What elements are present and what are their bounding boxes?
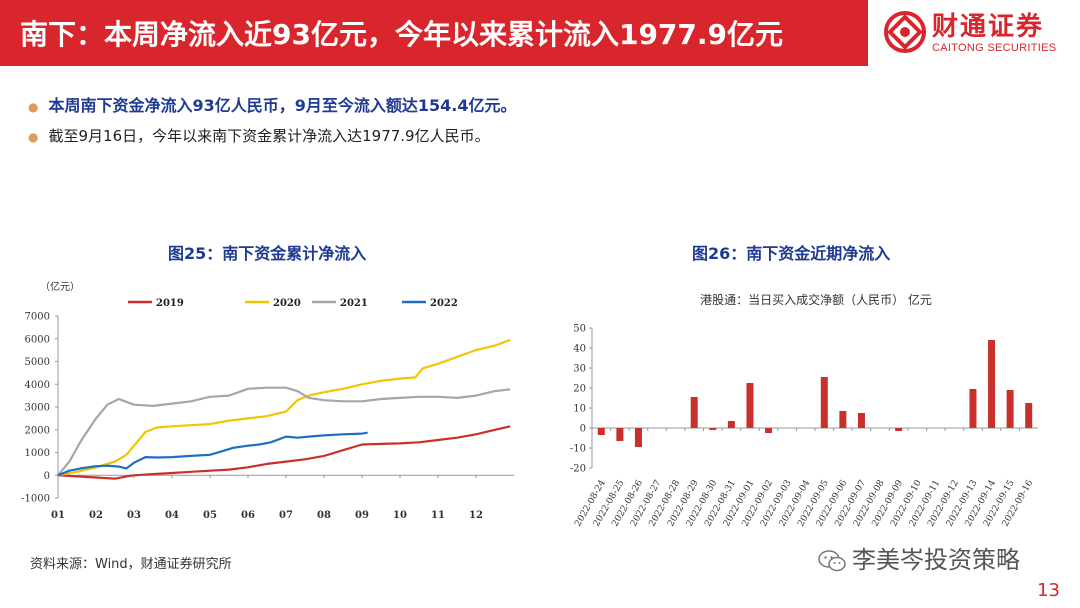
logo-text-en: CAITONG SECURITIES [932, 42, 1057, 54]
bar-2022-09-07 [857, 413, 865, 428]
chart-subtitle: 港股通：当日买入成交净额（人民币） 亿元 [700, 292, 932, 307]
x-tick-label: 12 [469, 510, 483, 521]
x-tick-label: 06 [241, 510, 255, 521]
y-tick-label: -1000 [21, 494, 50, 505]
x-tick-label: 08 [317, 510, 331, 521]
x-tick-label: 01 [51, 510, 65, 521]
series-line-2022 [57, 431, 368, 477]
y-tick-label: 20 [573, 384, 586, 395]
bar-2022-09-14 [988, 340, 996, 428]
y-tick-label: 0 [580, 424, 586, 435]
bar-2022-08-25 [616, 428, 624, 441]
bar-2022-08-30 [709, 428, 717, 430]
x-tick-label: 05 [203, 510, 217, 521]
caitong-logo-icon [884, 11, 926, 53]
series-line-2020 [57, 338, 511, 477]
y-tick-label: 10 [573, 404, 586, 415]
bullet-dot-icon: ● [28, 99, 39, 114]
bar-2022-08-26 [634, 428, 642, 447]
y-tick-label: 4000 [25, 380, 50, 391]
legend-label-2022: 2022 [430, 298, 458, 309]
source-note: 资料来源：Wind，财通证券研究所 [30, 557, 232, 572]
bar-2022-09-05 [820, 377, 828, 428]
bullet-1-text: 本周南下资金净流入93亿人民币，9月至今流入额达154.4亿元。 [48, 96, 517, 115]
bullet-1: ● 本周南下资金净流入93亿人民币，9月至今流入额达154.4亿元。 [28, 92, 517, 116]
y-tick-label: 50 [573, 324, 586, 335]
bar-2022-09-06 [839, 411, 847, 428]
y-tick-label: 30 [573, 364, 586, 375]
y-tick-label: 5000 [25, 357, 50, 368]
y-tick-label: 3000 [25, 403, 50, 414]
page-number: 13 [1037, 580, 1060, 601]
chart-26-title: 图26：南下资金近期净流入 [692, 244, 891, 263]
bar-2022-09-09 [895, 428, 903, 431]
legend-label-2020: 2020 [273, 298, 301, 309]
x-tick-label: 09 [355, 510, 369, 521]
recent-inflow-chart: 港股通：当日买入成交净额（人民币） 亿元-20-1001020304050202… [570, 292, 1038, 528]
watermark-text: 李美岑投资策略 [852, 546, 1020, 574]
y-tick-label: 0 [44, 471, 50, 482]
y-tick-label: 6000 [25, 334, 50, 345]
bullet-2: ● 截至9月16日，今年以来南下资金累计净流入达1977.9亿人民币。 [28, 125, 490, 146]
x-tick-label: 11 [431, 510, 445, 521]
y-tick-label: 2000 [25, 425, 50, 436]
logo: 财通证券 CAITONG SECURITIES [868, 0, 1080, 66]
header-bar: 南下：本周净流入近93亿元，今年以来累计流入1977.9亿元 财通证券 CAIT… [0, 0, 1080, 66]
wechat-icon [818, 550, 846, 572]
y-tick-label: 40 [573, 344, 586, 355]
y-tick-label: -10 [570, 444, 586, 455]
bar-2022-09-13 [969, 389, 977, 428]
bar-2022-09-15 [1006, 390, 1014, 428]
x-tick-label: 10 [393, 510, 407, 521]
bullet-2-text: 截至9月16日，今年以来南下资金累计净流入达1977.9亿人民币。 [48, 127, 490, 145]
bullet-dot-icon: ● [28, 129, 39, 144]
x-tick-label: 07 [279, 510, 293, 521]
bar-2022-08-24 [597, 428, 605, 435]
legend-label-2019: 2019 [156, 298, 184, 309]
series-line-2019 [57, 425, 511, 480]
legend-label-2021: 2021 [340, 298, 368, 309]
watermark: 李美岑投资策略 [818, 540, 1020, 575]
cumulative-inflow-chart: （亿元） 2019 2020 2021 2022 -1000 0 1000 2000 3000 40… [21, 280, 514, 521]
bar-2022-09-01 [746, 383, 754, 428]
bar-2022-08-31 [727, 421, 735, 428]
page-title: 南下：本周净流入近93亿元，今年以来累计流入1977.9亿元 [20, 18, 784, 51]
chart-25-title: 图25：南下资金累计净流入 [168, 244, 367, 263]
logo-text-cn: 财通证券 [932, 12, 1045, 42]
y-tick-label: -20 [570, 464, 586, 475]
x-tick-label: 03 [127, 510, 141, 521]
y-tick-label: 7000 [25, 312, 50, 323]
x-tick-label: 02 [89, 510, 103, 521]
bar-2022-09-16 [1025, 403, 1033, 428]
y-axis-unit: （亿元） [40, 280, 80, 293]
bar-2022-09-02 [765, 428, 773, 433]
series-line-2021 [57, 386, 511, 477]
y-tick-label: 1000 [25, 448, 50, 459]
bar-2022-08-29 [690, 397, 698, 428]
x-tick-label: 04 [165, 510, 179, 521]
